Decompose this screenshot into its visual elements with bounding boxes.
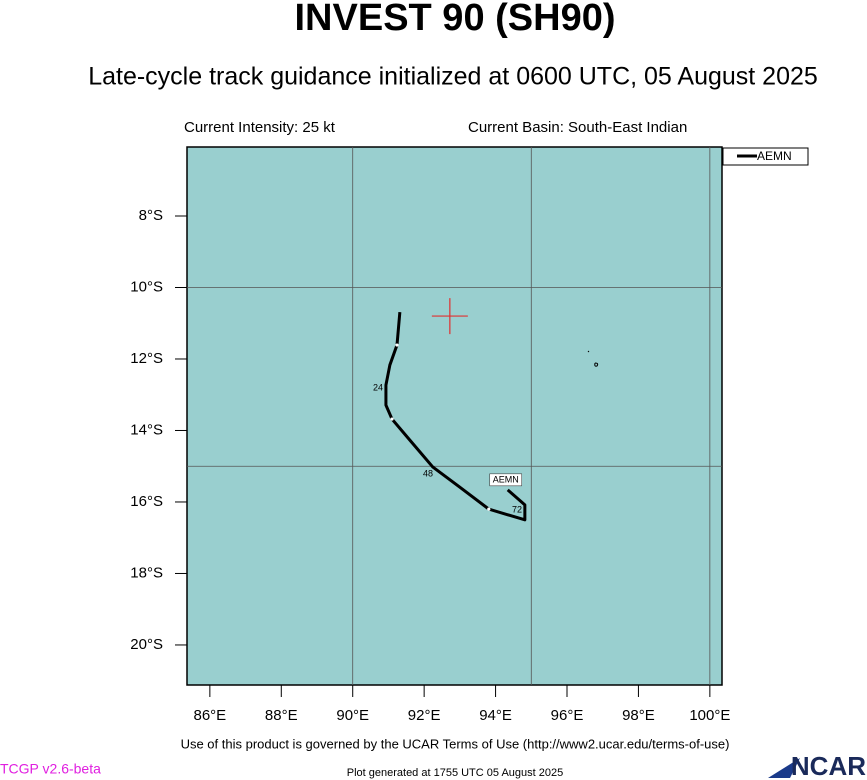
island <box>587 350 599 367</box>
track-dot <box>487 507 491 511</box>
version: TCGP v2.6-beta <box>0 761 101 777</box>
x-tick-label: 94°E <box>479 707 512 724</box>
basin: Current Basin: South-East Indian <box>468 119 687 136</box>
track-label-box <box>489 473 523 487</box>
current-position <box>431 298 468 335</box>
terms: Use of this product is governed by the U… <box>181 736 730 751</box>
subtitle: Late-cycle track guidance initialized at… <box>88 63 818 91</box>
intensity: Current Intensity: 25 kt <box>184 119 336 136</box>
track-dot <box>390 417 394 421</box>
map-frame <box>186 146 723 686</box>
y-tick-label: 18°S <box>130 564 163 581</box>
track-dot <box>395 343 399 347</box>
hour-label: 24 <box>373 382 383 392</box>
y-tick-label: 16°S <box>130 493 163 510</box>
x-tick-label: 98°E <box>622 707 655 724</box>
y-tick-label: 8°S <box>139 207 163 224</box>
logo-mark <box>768 758 800 778</box>
hour-label: 48 <box>423 468 433 478</box>
logo: NCAR <box>791 751 866 780</box>
y-tick-label: 10°S <box>130 278 163 295</box>
y-tick-label: 14°S <box>130 421 163 438</box>
x-tick-label: 90°E <box>336 707 369 724</box>
y-tick-label: 12°S <box>130 350 163 367</box>
title: INVEST 90 (SH90) <box>295 0 616 39</box>
x-tick-label: 92°E <box>408 707 441 724</box>
legend-label: AEMN <box>757 149 792 163</box>
hour-label: 72 <box>512 504 522 514</box>
map-layer: 24 48 72 AEMN <box>187 147 722 685</box>
legend-box <box>722 147 809 166</box>
x-tick-label: 88°E <box>265 707 298 724</box>
x-tick-label: 86°E <box>194 707 227 724</box>
generated: Plot generated at 1755 UTC 05 August 202… <box>347 767 564 779</box>
track <box>384 312 527 522</box>
x-tick-label: 96°E <box>551 707 584 724</box>
track-label: AEMN <box>493 475 519 485</box>
x-tick-label: 100°E <box>689 707 730 724</box>
y-tick-label: 20°S <box>130 636 163 653</box>
